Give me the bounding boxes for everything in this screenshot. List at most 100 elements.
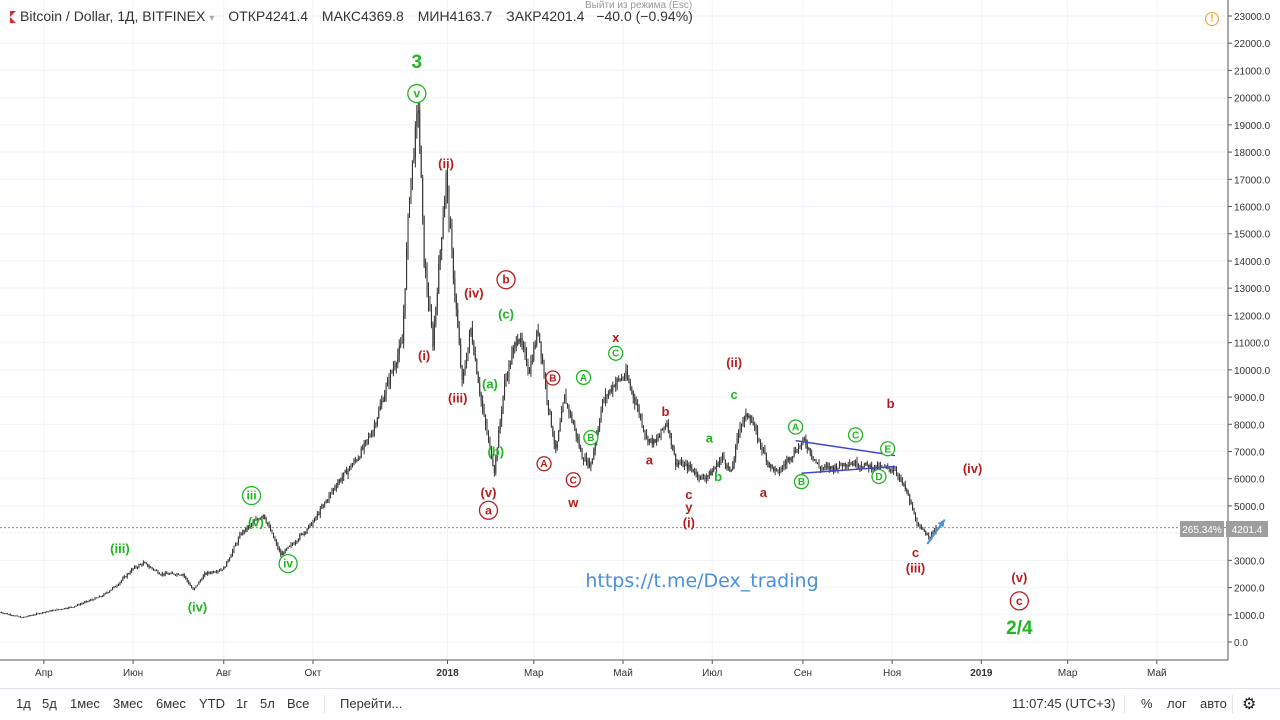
- range-all[interactable]: Все: [287, 696, 310, 711]
- range-1d[interactable]: 1д: [16, 696, 31, 711]
- clock[interactable]: 11:07:45 (UTC+3): [1012, 696, 1116, 711]
- candle-body: [664, 425, 666, 428]
- wave-label[interactable]: C: [565, 472, 581, 488]
- range-3m[interactable]: 3мес: [113, 696, 143, 711]
- wave-label[interactable]: c: [731, 387, 738, 402]
- wave-label[interactable]: A: [536, 456, 552, 472]
- wave-label[interactable]: B: [793, 474, 810, 490]
- wave-labels[interactable]: 3 v (iii) (iv) iii (v) iv (ii) (i) (iii) (iv) b (c) (…: [110, 52, 1033, 639]
- wave-label-text: (i): [418, 348, 430, 363]
- wave-label[interactable]: x: [612, 330, 620, 345]
- wave-label[interactable]: B: [583, 429, 599, 446]
- wave-label[interactable]: (v): [481, 485, 497, 500]
- goto-button[interactable]: Перейти...: [340, 696, 403, 711]
- candle-body: [243, 530, 245, 532]
- wave-label[interactable]: 2/4: [1006, 618, 1033, 639]
- forecast-arrow-head[interactable]: [937, 519, 945, 528]
- wave-label[interactable]: (iii): [448, 391, 468, 406]
- wave-label[interactable]: (iv): [963, 461, 983, 476]
- wave-label[interactable]: B: [545, 370, 561, 386]
- candle-body: [789, 457, 791, 460]
- exit-fullscreen-tooltip[interactable]: Выйти из режима (Esc): [585, 0, 693, 11]
- gear-icon[interactable]: ⚙: [1242, 696, 1257, 713]
- wave-label[interactable]: 3: [412, 52, 423, 73]
- candle-body: [287, 546, 289, 549]
- wave-label[interactable]: (iii): [906, 561, 926, 576]
- wave-label-text: iii: [247, 489, 257, 503]
- wave-label[interactable]: C: [847, 427, 864, 443]
- wave-label[interactable]: (ii): [726, 355, 742, 370]
- triangle-trendline[interactable]: [795, 439, 896, 457]
- wave-label[interactable]: (v): [248, 515, 264, 530]
- wave-label[interactable]: (iv): [464, 285, 484, 300]
- drawings[interactable]: [795, 439, 946, 545]
- alert-icon[interactable]: !: [1205, 12, 1219, 26]
- candle-body: [316, 513, 318, 518]
- wave-label-circle: [787, 419, 804, 435]
- percent-toggle[interactable]: %: [1141, 696, 1153, 711]
- wave-label[interactable]: a: [646, 452, 654, 467]
- wave-label[interactable]: a: [706, 430, 714, 445]
- triangle-trendline[interactable]: [801, 465, 896, 475]
- wave-label[interactable]: (c): [498, 306, 514, 321]
- candle-body: [346, 470, 348, 475]
- wave-label[interactable]: (v): [1011, 570, 1027, 585]
- wave-label-text: (iii): [906, 561, 926, 576]
- wave-label[interactable]: (iii): [110, 541, 130, 556]
- wave-label[interactable]: v: [407, 83, 427, 104]
- wave-label[interactable]: A: [787, 419, 804, 435]
- wave-label[interactable]: C: [608, 345, 624, 361]
- candle-body: [487, 433, 489, 440]
- wave-label[interactable]: (a): [482, 376, 498, 391]
- candle-body: [204, 572, 206, 576]
- candle-body: [223, 567, 225, 570]
- candle-body: [436, 293, 438, 308]
- candle-body: [151, 567, 153, 569]
- wave-label[interactable]: b: [714, 469, 722, 484]
- range-1y[interactable]: 1г: [236, 696, 248, 711]
- wave-label[interactable]: a: [760, 485, 768, 500]
- wave-label[interactable]: A: [575, 369, 592, 386]
- wave-label[interactable]: c: [1009, 591, 1030, 611]
- candle-body: [292, 544, 293, 546]
- candle-body: [910, 501, 912, 505]
- wave-label[interactable]: c: [912, 545, 919, 560]
- wave-label[interactable]: a: [478, 500, 499, 520]
- wave-label[interactable]: iv: [278, 553, 298, 574]
- wave-label-text: (iv): [464, 285, 484, 300]
- wave-label[interactable]: y: [685, 500, 693, 515]
- watermark-link[interactable]: https://t.me/Dex_trading: [585, 570, 818, 592]
- wave-label[interactable]: (i): [683, 515, 695, 530]
- range-6m[interactable]: 6мес: [156, 696, 186, 711]
- wave-label[interactable]: c: [685, 487, 692, 502]
- wave-label[interactable]: (i): [418, 348, 430, 363]
- range-ytd[interactable]: YTD: [199, 696, 225, 711]
- auto-toggle[interactable]: авто: [1200, 696, 1227, 711]
- wave-label[interactable]: E: [880, 441, 896, 457]
- wave-label[interactable]: (iv): [188, 600, 208, 615]
- log-toggle[interactable]: лог: [1167, 696, 1187, 711]
- wave-label[interactable]: (ii): [438, 156, 454, 171]
- range-5d[interactable]: 5д: [42, 696, 57, 711]
- candle-body: [211, 571, 213, 574]
- candle-body: [255, 519, 257, 521]
- candle-body: [530, 361, 532, 374]
- range-1m[interactable]: 1мес: [70, 696, 100, 711]
- wave-label[interactable]: iii: [241, 485, 262, 506]
- candle-body: [803, 438, 805, 440]
- price-axis[interactable]: 0.01000.02000.03000.04000.05000.06000.07…: [1227, 0, 1271, 660]
- range-5y[interactable]: 5л: [260, 696, 275, 711]
- candle-body: [669, 432, 671, 434]
- wave-label[interactable]: D: [871, 468, 887, 485]
- wave-label[interactable]: b: [887, 396, 895, 411]
- wave-label[interactable]: (b): [487, 444, 504, 459]
- candle-body: [708, 471, 710, 476]
- symbol-title[interactable]: Bitcoin / Dollar, 1Д, BITFINEX: [20, 8, 206, 24]
- dropdown-icon[interactable]: ▾: [209, 13, 215, 24]
- wave-label[interactable]: b: [661, 404, 669, 419]
- wave-label[interactable]: b: [496, 270, 516, 290]
- wave-label[interactable]: w: [567, 495, 579, 510]
- candle-body: [578, 439, 580, 447]
- candle-body: [743, 416, 745, 422]
